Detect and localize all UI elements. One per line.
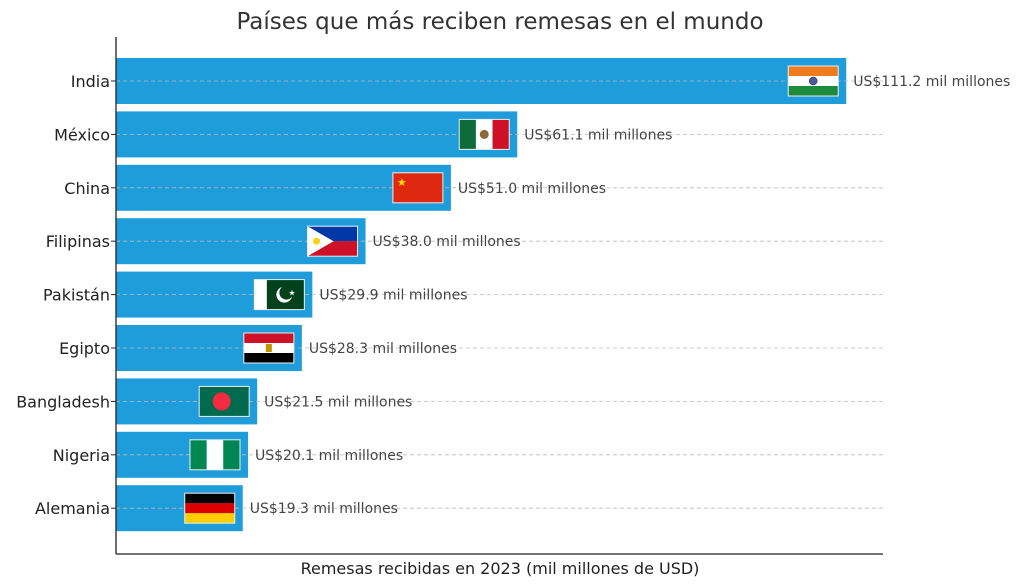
flag-border: [392, 172, 444, 204]
x-axis-label: Remesas recibidas en 2023 (mil millones …: [301, 559, 700, 578]
y-tick-label: México: [54, 125, 110, 144]
flag-border: [253, 279, 305, 311]
egypt-flag: [243, 332, 295, 364]
germany-flag-stripe: [184, 493, 235, 504]
pakistan-flag: ★: [253, 279, 305, 311]
germany-flag-stripe: [184, 503, 235, 514]
data-label: US$20.1 mil millones: [255, 448, 403, 464]
crescent-cut: [279, 285, 294, 300]
egypt-flag-stripe: [243, 333, 294, 343]
philippines-flag: [307, 225, 359, 257]
data-label: US$61.1 mil millones: [524, 127, 672, 143]
y-tick-label: India: [71, 72, 110, 91]
flag-border: [184, 492, 236, 524]
flag-border: [458, 118, 510, 150]
y-tick-label: Alemania: [35, 499, 110, 518]
eagle: [265, 344, 272, 352]
flag-border: [307, 225, 359, 257]
data-label: US$38.0 mil millones: [373, 234, 521, 250]
y-tick-label: Filipinas: [46, 232, 110, 251]
india-flag: [787, 65, 839, 97]
nigeria-flag-stripe: [206, 439, 224, 470]
mexico-flag: [458, 118, 510, 150]
data-label: US$21.5 mil millones: [264, 394, 412, 410]
bar: [116, 111, 518, 158]
flag-border: [243, 332, 295, 364]
mexico-flag-stripe: [492, 119, 510, 150]
y-tick-label: Egipto: [59, 339, 110, 358]
ashoka-chakra: [808, 76, 818, 86]
flag-border: [189, 439, 241, 471]
nigeria-flag: [189, 439, 241, 471]
germany-flag-stripe: [184, 513, 235, 524]
data-label: US$29.9 mil millones: [319, 288, 467, 304]
y-tick-label: Nigeria: [53, 446, 110, 465]
sun: [313, 237, 321, 245]
y-tick-label: China: [64, 179, 110, 198]
bangladesh-flag: [198, 385, 250, 417]
egypt-flag-stripe: [243, 353, 294, 363]
y-tick-label: Bangladesh: [16, 392, 110, 411]
data-label: US$51.0 mil millones: [458, 181, 606, 197]
india-flag-stripe: [788, 86, 839, 96]
chart-title: Países que más reciben remesas en el mun…: [236, 9, 763, 35]
nigeria-flag-stripe: [189, 439, 207, 470]
nigeria-flag-stripe: [223, 439, 240, 470]
red-disc: [212, 392, 231, 411]
mexico-flag-stripe: [459, 119, 476, 150]
coat-of-arms: [479, 129, 489, 139]
flag-border: [198, 385, 250, 417]
flag-border: [787, 65, 839, 97]
flag-field: [392, 172, 443, 203]
germany-flag: [184, 492, 236, 524]
data-label: US$28.3 mil millones: [309, 341, 457, 357]
triangle: [307, 226, 334, 257]
india-flag-stripe: [788, 66, 839, 76]
star: ★: [288, 289, 295, 298]
data-label: US$19.3 mil millones: [250, 501, 398, 517]
data-label: US$111.2 mil millones: [853, 74, 1010, 90]
china-flag: ★: [392, 172, 444, 204]
star: ★: [397, 176, 407, 189]
y-tick-label: Pakistán: [43, 286, 110, 305]
